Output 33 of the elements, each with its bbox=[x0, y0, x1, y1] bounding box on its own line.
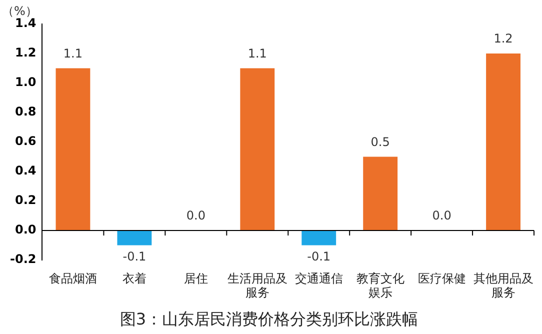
bar bbox=[302, 230, 336, 246]
data-label: -0.1 bbox=[307, 249, 331, 264]
y-tick-label: 1.0 bbox=[14, 75, 36, 90]
y-tick-label: 1.2 bbox=[14, 46, 36, 60]
bar bbox=[240, 68, 275, 230]
data-label: 1.1 bbox=[63, 46, 83, 60]
data-label: 0.5 bbox=[370, 134, 390, 149]
y-tick-label: 0.0 bbox=[14, 222, 36, 237]
data-label: 1.2 bbox=[494, 32, 513, 46]
bar bbox=[486, 54, 520, 230]
y-tick-label: 0.2 bbox=[14, 193, 36, 208]
bar bbox=[117, 230, 152, 246]
y-tick-label: 0.8 bbox=[14, 104, 36, 119]
x-tick-label: 生活用品及服务 bbox=[227, 271, 288, 300]
bar bbox=[363, 156, 398, 230]
y-axis-title: （%） bbox=[2, 4, 38, 18]
data-label: -0.1 bbox=[122, 249, 146, 264]
x-tick-label: 食品烟酒 bbox=[48, 271, 97, 286]
text: 图3：山东居民消费价格分类别环比涨跌幅 bbox=[120, 310, 418, 329]
data-label: 1.1 bbox=[248, 46, 267, 60]
data-label: 0.0 bbox=[186, 208, 206, 223]
x-tick-label: 医疗保健 bbox=[418, 271, 466, 286]
x-tick-label: 教育文化娱乐 bbox=[356, 271, 404, 300]
y-tick-label: -0.2 bbox=[10, 252, 36, 266]
y-tick-label: 0.4 bbox=[14, 164, 36, 178]
y-tick-label: 1.4 bbox=[14, 16, 36, 30]
x-tick-label: 衣着 bbox=[122, 271, 146, 286]
y-tick-label: 0.6 bbox=[14, 134, 36, 148]
x-tick-label: 交通通信 bbox=[294, 271, 343, 286]
bar bbox=[56, 68, 90, 230]
data-label: 0.0 bbox=[432, 208, 452, 223]
x-tick-label: 居住 bbox=[184, 271, 208, 286]
x-tick-label: 其他用品及服务 bbox=[473, 271, 534, 300]
